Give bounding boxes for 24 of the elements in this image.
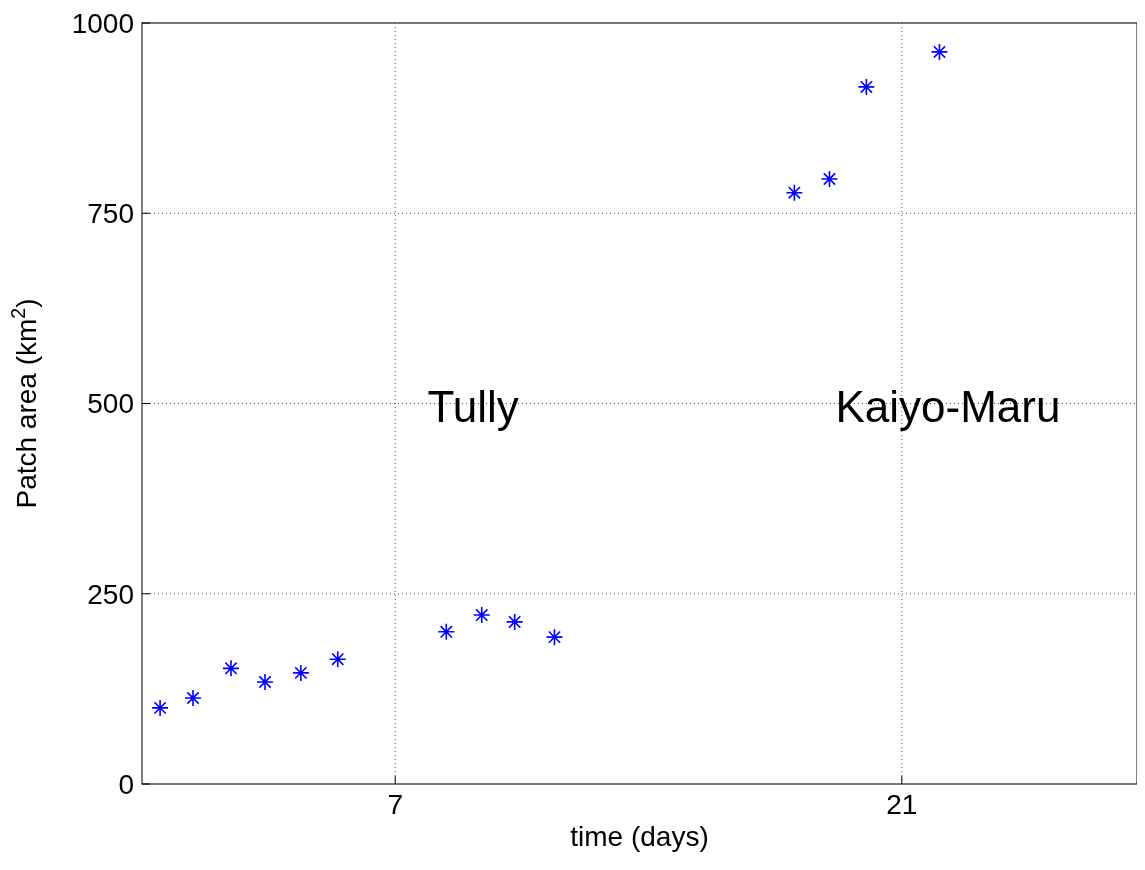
x-tick-label: 7	[387, 789, 404, 820]
x-axis-title: time (days)	[570, 821, 709, 852]
point	[222, 659, 240, 678]
point	[785, 183, 804, 202]
y-tick-label: 0	[118, 768, 134, 800]
y-tick-label: 750	[87, 198, 134, 230]
point	[328, 650, 347, 668]
annotation: Tully	[427, 381, 519, 431]
point	[184, 689, 202, 707]
point	[256, 673, 274, 691]
y-tick-label: 250	[87, 578, 134, 610]
point	[930, 43, 949, 61]
point	[820, 170, 839, 188]
point	[472, 606, 491, 624]
point	[545, 628, 564, 646]
annotation: Kaiyo-Maru	[835, 381, 1061, 431]
y-tick-label: 500	[87, 388, 134, 420]
point	[505, 613, 524, 631]
point	[151, 699, 169, 717]
point	[292, 664, 310, 682]
x-tick-label: 21	[886, 789, 918, 820]
y-tick-label: 1000	[71, 7, 134, 39]
point	[437, 623, 456, 641]
point	[857, 78, 876, 96]
